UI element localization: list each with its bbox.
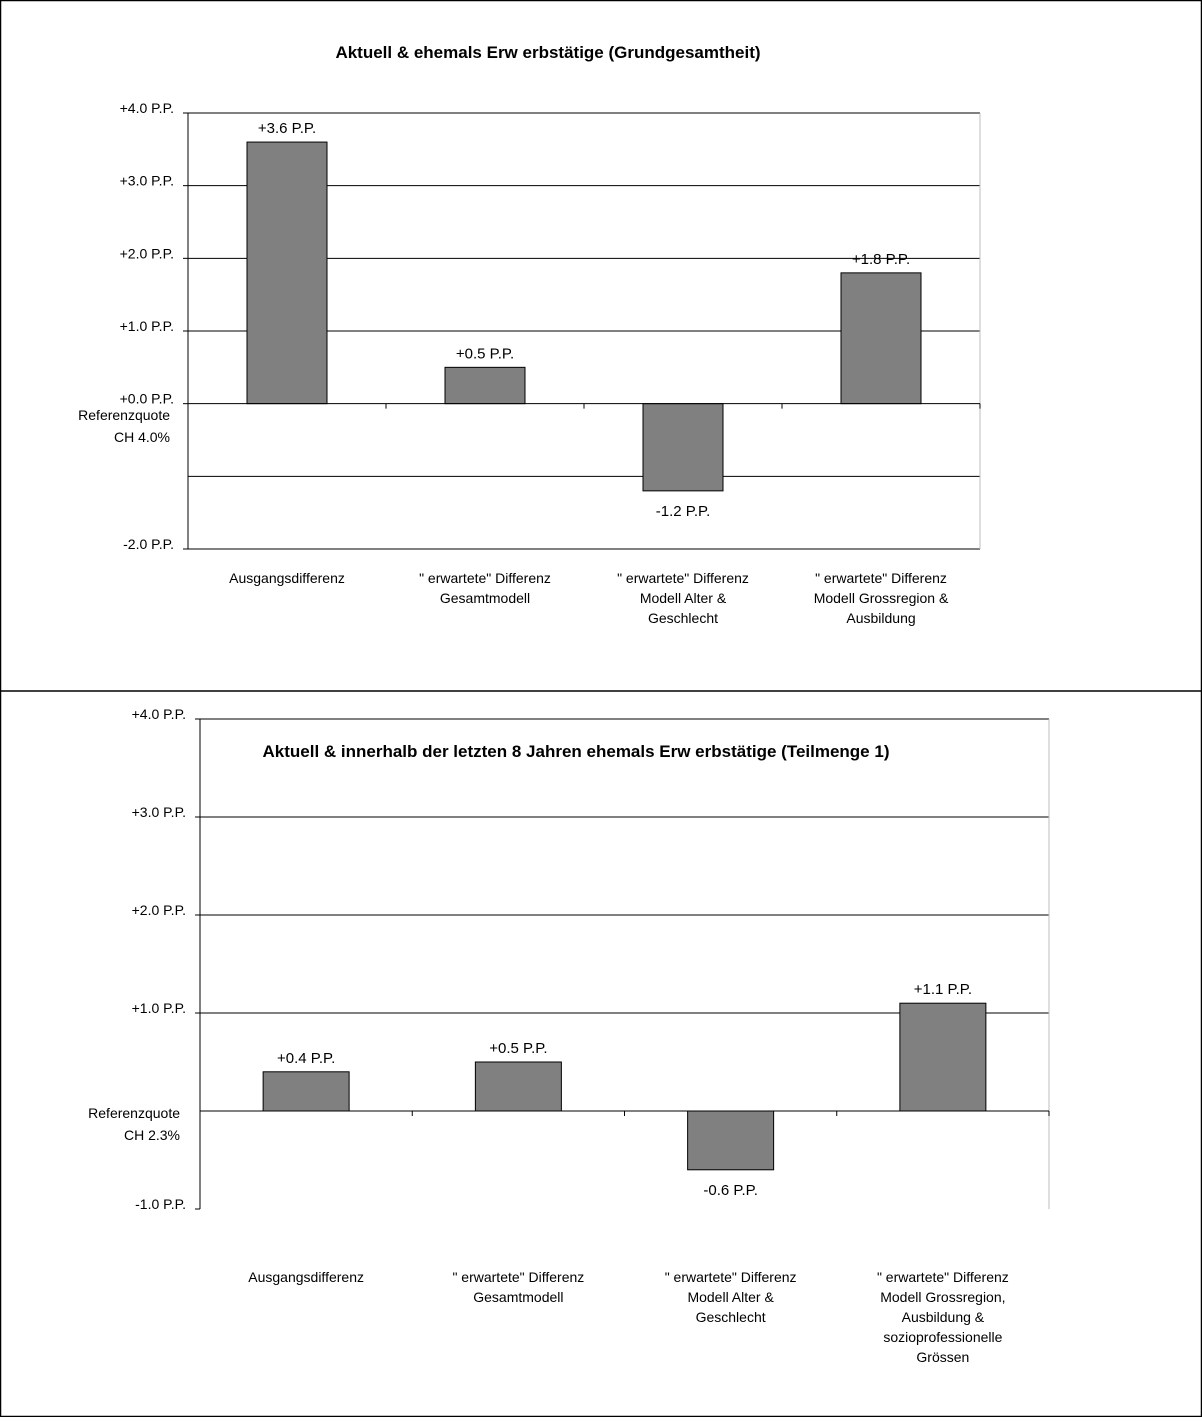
reference-label: CH 2.3% (124, 1127, 180, 1143)
y-tick-label: +2.0 P.P. (132, 902, 186, 918)
bar (262, 1071, 350, 1112)
y-tick-label: +1.0 P.P. (120, 318, 174, 334)
category-label: " erwartete" Differenz (665, 1269, 797, 1285)
bar (642, 403, 724, 492)
bar (246, 141, 328, 405)
category-label: Grössen (916, 1349, 969, 1365)
y-tick-label: +0.0 P.P. (120, 391, 174, 407)
category-label: Ausgangsdifferenz (229, 570, 345, 586)
data-label: +0.4 P.P. (277, 1050, 335, 1067)
category-label: " erwartete" Differenz (815, 570, 947, 586)
category-label: Modell Alter & (640, 590, 727, 606)
category-label: " erwartete" Differenz (419, 570, 551, 586)
category-label: Modell Grossregion & (814, 590, 949, 606)
bar (687, 1110, 775, 1171)
category-label: Ausgangsdifferenz (248, 1269, 364, 1285)
chart-2-title: Aktuell & innerhalb der letzten 8 Jahren… (263, 742, 890, 761)
y-tick-label: +1.0 P.P. (132, 1000, 186, 1016)
reference-label: Referenzquote (78, 407, 170, 423)
data-label: +0.5 P.P. (489, 1040, 547, 1057)
category-label: Modell Grossregion, (880, 1289, 1005, 1305)
chart-2-svg: Aktuell & innerhalb der letzten 8 Jahren… (88, 706, 1050, 1365)
chart-1-title: Aktuell & ehemals Erw erbstätige (Grundg… (335, 43, 760, 62)
data-label: -0.6 P.P. (703, 1182, 758, 1199)
reference-label: CH 4.0% (114, 429, 170, 445)
y-tick-label: +2.0 P.P. (120, 245, 174, 261)
category-label: Geschlecht (696, 1309, 766, 1325)
reference-label: Referenzquote (88, 1105, 180, 1121)
y-tick-label: +3.0 P.P. (120, 173, 174, 189)
category-label: " erwartete" Differenz (617, 570, 749, 586)
chart-panel-1: Aktuell & ehemals Erw erbstätige (Grundg… (0, 0, 1202, 691)
category-label: Ausbildung & (902, 1309, 985, 1325)
bar (444, 366, 526, 405)
category-label: Ausbildung (846, 610, 915, 626)
y-tick-label: -1.0 P.P. (135, 1196, 186, 1212)
bar (899, 1002, 987, 1112)
category-label: " erwartete" Differenz (877, 1269, 1009, 1285)
category-label: Gesamtmodell (440, 590, 530, 606)
chart-1-svg: Aktuell & ehemals Erw erbstätige (Grundg… (78, 43, 981, 626)
data-label: +1.8 P.P. (852, 251, 910, 268)
y-tick-label: +3.0 P.P. (132, 804, 186, 820)
data-label: +0.5 P.P. (456, 345, 514, 362)
data-label: +3.6 P.P. (258, 120, 316, 137)
bar (474, 1061, 562, 1112)
category-label: Gesamtmodell (473, 1289, 563, 1305)
y-tick-label: -2.0 P.P. (123, 536, 174, 552)
category-label: sozioprofessionelle (883, 1329, 1002, 1345)
chart-panel-2: Aktuell & innerhalb der letzten 8 Jahren… (0, 691, 1202, 1417)
y-tick-label: +4.0 P.P. (132, 706, 186, 722)
category-label: " erwartete" Differenz (452, 1269, 584, 1285)
data-label: -1.2 P.P. (656, 503, 711, 520)
bar (840, 272, 922, 405)
y-tick-label: +4.0 P.P. (120, 100, 174, 116)
category-label: Geschlecht (648, 610, 718, 626)
data-label: +1.1 P.P. (914, 981, 972, 998)
category-label: Modell Alter & (687, 1289, 774, 1305)
